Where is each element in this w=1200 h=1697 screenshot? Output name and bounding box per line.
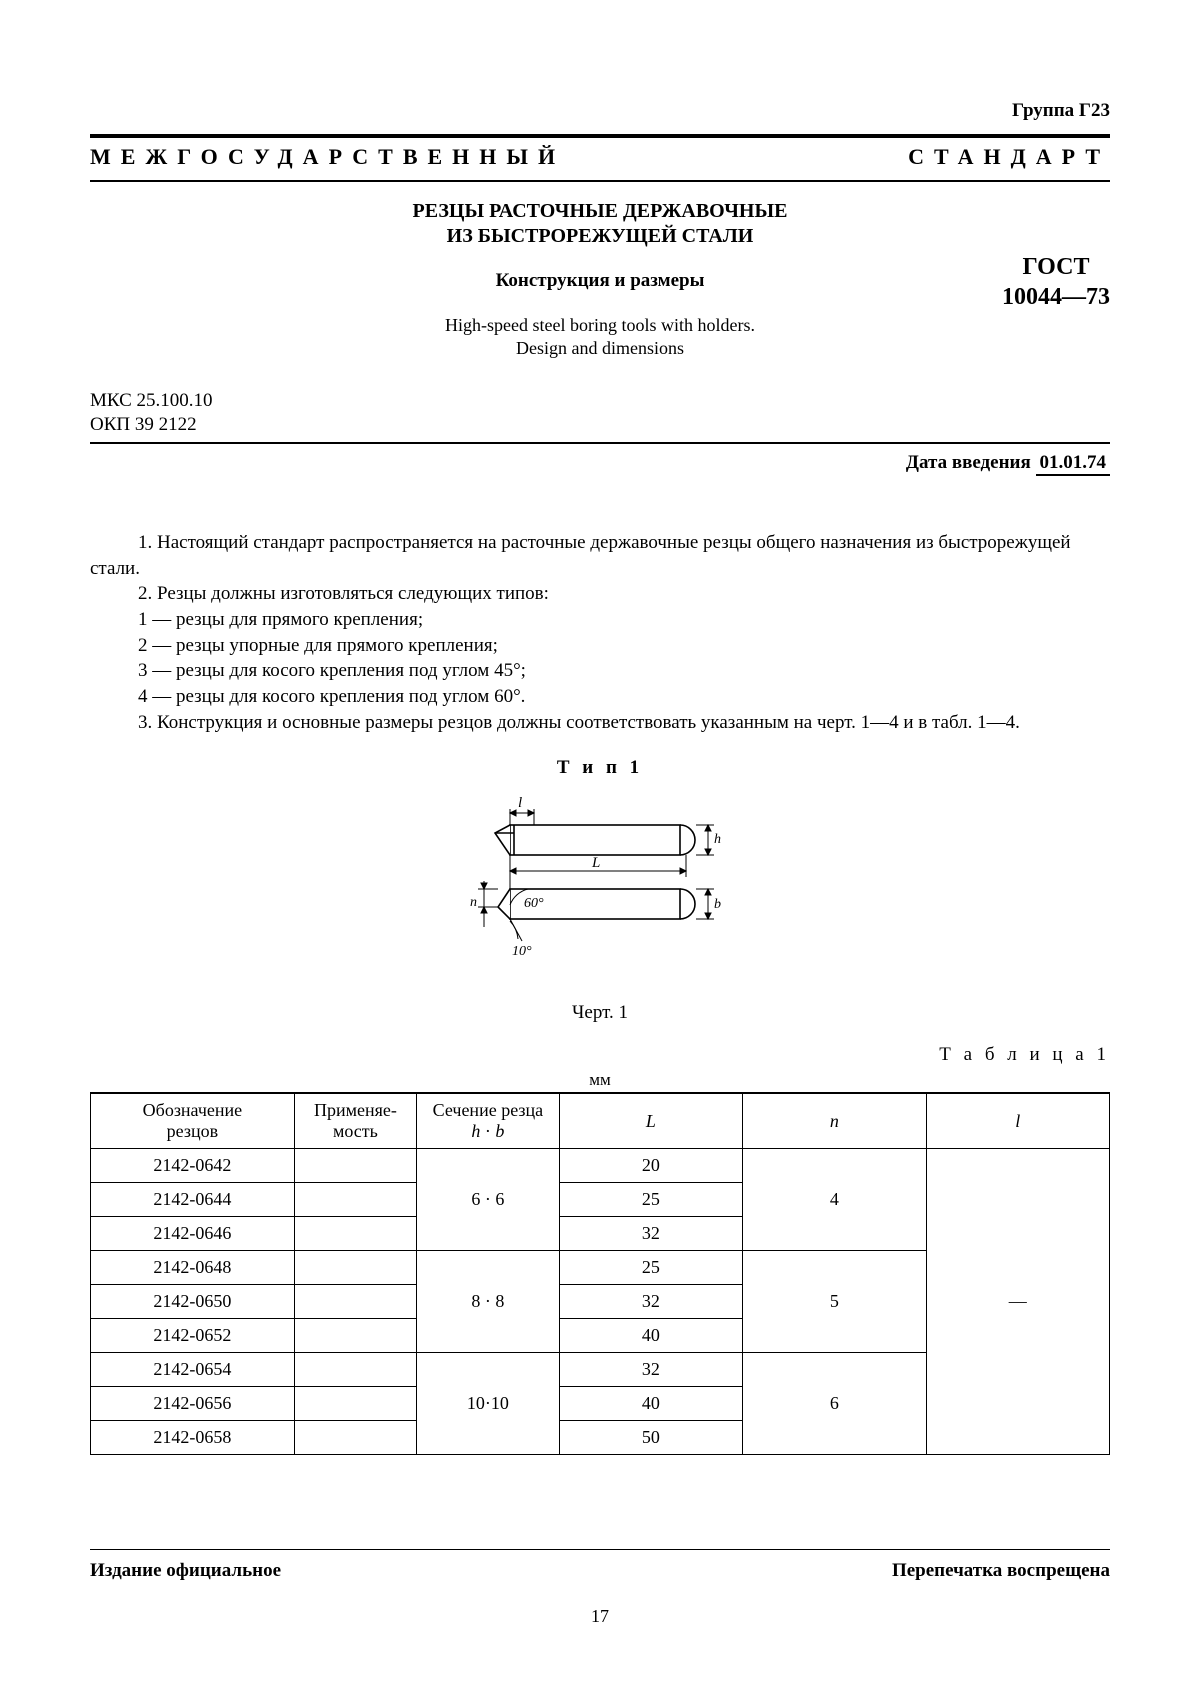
cell-code: 2142-0646 [91,1217,295,1251]
intro-date: Дата введения 01.01.74 [90,452,1110,474]
footer-left: Издание официальное [90,1560,281,1582]
figure-1: l L h b [470,789,730,994]
angle-10: 10° [512,944,532,959]
title-ru-line2: ИЗ БЫСТРОРЕЖУЩЕЙ СТАЛИ [320,225,880,248]
dim-b: b [714,897,721,912]
column-header: l [926,1093,1109,1149]
cell-apply [294,1149,416,1183]
cell-code: 2142-0654 [91,1353,295,1387]
paragraph: 2. Резцы должны изготовляться следующих … [90,581,1110,607]
cell-L: 40 [559,1387,742,1421]
column-header: Обозначениерезцов [91,1093,295,1149]
intro-date-value: 01.01.74 [1036,452,1111,476]
code-okp: ОКП 39 2122 [90,413,1110,438]
gost-number: 10044—73 [1002,282,1110,312]
dim-l: l [518,795,522,811]
cell-section: 8 · 8 [417,1251,560,1353]
cell-n: 4 [743,1149,926,1251]
rule-under-codes [90,442,1110,444]
cell-code: 2142-0648 [91,1251,295,1285]
cell-L: 32 [559,1217,742,1251]
cell-apply [294,1353,416,1387]
title-en: High-speed steel boring tools with holde… [320,314,880,361]
title-en-line1: High-speed steel boring tools with holde… [445,315,755,335]
banner-left: МЕЖГОСУДАРСТВЕННЫЙ [90,144,565,170]
banner: МЕЖГОСУДАРСТВЕННЫЙ СТАНДАРТ [90,138,1110,180]
figure-caption: Черт. 1 [90,1002,1110,1024]
footer-right: Перепечатка воспрещена [892,1560,1110,1582]
cell-code: 2142-0656 [91,1387,295,1421]
cell-l: — [926,1149,1109,1455]
cell-L: 32 [559,1285,742,1319]
cell-code: 2142-0650 [91,1285,295,1319]
dim-h: h [714,832,721,847]
table-label: Т а б л и ц а 1 [90,1044,1110,1066]
codes: МКС 25.100.10 ОКП 39 2122 [90,389,1110,438]
cell-code: 2142-0658 [91,1421,295,1455]
gost-label: ГОСТ [1002,252,1110,282]
title-en-line2: Design and dimensions [516,338,684,358]
cell-apply [294,1421,416,1455]
column-header: Применяе-мость [294,1093,416,1149]
cell-section: 6 · 6 [417,1149,560,1251]
cell-apply [294,1251,416,1285]
gost-box: ГОСТ 10044—73 [1002,252,1110,312]
paragraph: 3 — резцы для косого крепления под углом… [90,658,1110,684]
cell-code: 2142-0652 [91,1319,295,1353]
angle-60: 60° [524,896,544,911]
cell-code: 2142-0644 [91,1183,295,1217]
code-mkc: МКС 25.100.10 [90,389,1110,414]
subtitle-ru: Конструкция и размеры [320,270,880,292]
body-text: 1. Настоящий стандарт распространяется н… [90,530,1110,735]
title-ru-line1: РЕЗЦЫ РАСТОЧНЫЕ ДЕРЖАВОЧНЫЕ [320,200,880,223]
column-header: Сечение резцаh · b [417,1093,560,1149]
cell-L: 50 [559,1421,742,1455]
group-label: Группа Г23 [90,100,1110,122]
cell-L: 25 [559,1183,742,1217]
cell-section: 10·10 [417,1353,560,1455]
cell-L: 20 [559,1149,742,1183]
column-header: L [559,1093,742,1149]
dim-L: L [591,855,600,871]
cell-code: 2142-0642 [91,1149,295,1183]
table-head: ОбозначениерезцовПрименяе-мостьСечение р… [91,1093,1110,1149]
cell-L: 32 [559,1353,742,1387]
cell-apply [294,1387,416,1421]
title-block: РЕЗЦЫ РАСТОЧНЫЕ ДЕРЖАВОЧНЫЕ ИЗ БЫСТРОРЕЖ… [90,200,1110,361]
cell-n: 6 [743,1353,926,1455]
paragraph: 3. Конструкция и основные размеры резцов… [90,710,1110,736]
figure-title: Т и п 1 [90,757,1110,779]
data-table: ОбозначениерезцовПрименяе-мостьСечение р… [90,1092,1110,1455]
page-number: 17 [90,1606,1110,1627]
footer-rule [90,1549,1110,1550]
cell-apply [294,1285,416,1319]
column-header: n [743,1093,926,1149]
paragraph: 1 — резцы для прямого крепления; [90,607,1110,633]
cell-n: 5 [743,1251,926,1353]
intro-date-label: Дата введения [906,452,1031,473]
cell-apply [294,1217,416,1251]
rule-under-banner [90,180,1110,182]
cell-L: 25 [559,1251,742,1285]
table-unit: мм [90,1070,1110,1090]
table-row: 2142-06426 · 6204— [91,1149,1110,1183]
dim-n: n [470,895,477,910]
banner-right: СТАНДАРТ [908,144,1110,170]
cell-apply [294,1319,416,1353]
cell-L: 40 [559,1319,742,1353]
paragraph: 2 — резцы упорные для прямого крепления; [90,633,1110,659]
table-body: 2142-06426 · 6204—2142-0644252142-064632… [91,1149,1110,1455]
paragraph: 1. Настоящий стандарт распространяется н… [90,530,1110,581]
figure-svg: l L h b [470,789,730,989]
cell-apply [294,1183,416,1217]
paragraph: 4 — резцы для косого крепления под углом… [90,684,1110,710]
footer: Издание официальное Перепечатка воспреще… [90,1549,1110,1627]
